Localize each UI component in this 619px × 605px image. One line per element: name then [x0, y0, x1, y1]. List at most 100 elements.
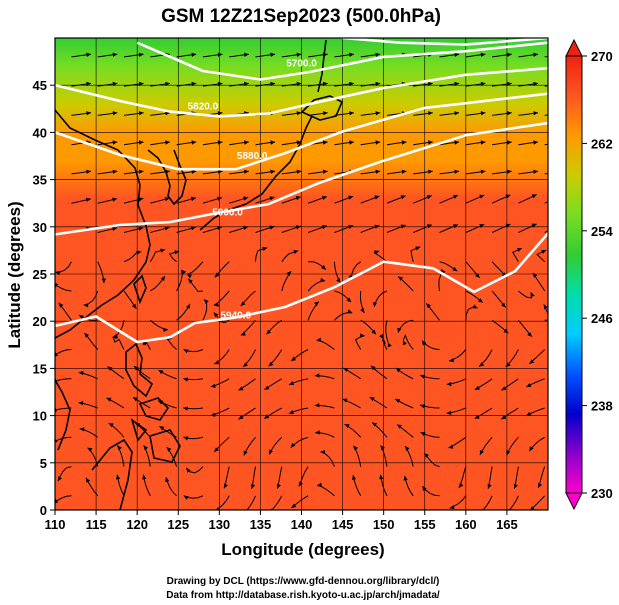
streamline-arrowhead: [397, 327, 402, 333]
streamline-arrowhead: [270, 169, 276, 174]
streamline-arrowhead: [138, 169, 144, 174]
streamline-arrowhead: [397, 424, 402, 429]
contour-label: 5820.0: [188, 102, 219, 113]
streamline-arrowhead: [86, 477, 91, 483]
streamline-arrowhead: [400, 195, 406, 200]
y-axis-label: Latitude (degrees): [5, 201, 24, 348]
streamline-arrowhead: [401, 169, 407, 174]
streamline-arrowhead: [160, 276, 165, 281]
streamline-arrowhead: [298, 481, 303, 487]
streamline: [271, 495, 283, 510]
streamline-arrowhead: [446, 381, 452, 387]
streamline-arrowhead: [138, 226, 144, 231]
streamline-arrowhead: [501, 386, 507, 391]
streamline-arrowhead: [86, 52, 91, 57]
streamline-arrowhead: [322, 111, 328, 116]
streamline: [381, 338, 388, 350]
streamline-arrowhead: [426, 195, 432, 200]
streamline-arrowhead: [379, 333, 384, 339]
streamline-arrowhead: [244, 52, 249, 57]
streamline-arrowhead: [112, 169, 118, 174]
streamline-arrowhead: [448, 444, 454, 449]
streamline-arrowhead: [322, 52, 328, 57]
streamline-arrowhead: [322, 225, 327, 230]
x-tick-label: 120: [126, 517, 148, 532]
streamline-arrowhead: [142, 474, 147, 480]
streamline-arrowhead: [320, 277, 326, 283]
streamline-arrowhead: [210, 383, 216, 388]
streamline-arrowhead: [107, 366, 113, 371]
streamline-arrowhead: [183, 377, 189, 382]
x-tick-label: 150: [373, 517, 395, 532]
streamline-arrowhead: [289, 409, 294, 414]
streamline-arrowhead: [452, 266, 458, 272]
streamline-arrowhead: [458, 482, 464, 488]
plot-area: 5700.0 5820.0 5880.0 5900.0 5940.0: [55, 38, 565, 510]
colorbar-tick-label: 230: [591, 486, 613, 501]
streamline-arrowhead: [348, 195, 354, 200]
contour-label: 5940.0: [220, 310, 251, 321]
streamline-arrowhead: [136, 250, 142, 255]
streamline-arrowhead: [224, 483, 228, 489]
streamline-arrowhead: [449, 358, 454, 363]
streamline-arrowhead: [428, 169, 433, 174]
streamline-arrowhead: [115, 474, 121, 480]
coastline-taiwan: [133, 274, 147, 305]
contour-label: 5700.0: [286, 58, 317, 69]
coastline-china: [55, 109, 151, 339]
streamline-arrowhead: [454, 52, 460, 57]
streamline-arrowhead: [453, 194, 458, 199]
streamline-arrowhead: [395, 368, 401, 373]
streamline-arrowhead: [79, 427, 85, 432]
streamline-arrowhead: [428, 140, 433, 145]
contour-label: 5900.0: [212, 207, 243, 218]
streamline-arrowhead: [342, 398, 348, 403]
coastline-luzon: [125, 342, 153, 398]
streamline-arrowhead: [560, 140, 565, 144]
streamline-arrowhead: [479, 362, 485, 367]
streamline: [246, 495, 256, 510]
streamline-arrowhead: [533, 140, 538, 145]
coastline-indochina: [55, 379, 71, 451]
streamline-arrowhead: [480, 140, 486, 145]
streamline-arrowhead: [474, 385, 480, 390]
y-tick-label: 20: [33, 314, 47, 329]
streamline-arrowhead: [295, 225, 301, 230]
streamline-arrowhead: [453, 224, 458, 229]
streamline-arrowhead: [507, 52, 512, 57]
streamline-arrowhead: [529, 359, 535, 364]
streamline-arrowhead: [480, 169, 486, 174]
streamline-arrowhead: [293, 249, 299, 254]
streamline-arrowhead: [159, 426, 165, 431]
coastline-hokkaido: [300, 95, 344, 121]
streamline-arrowhead: [314, 403, 320, 408]
height-contour-line: [55, 66, 548, 118]
streamline-arrowhead: [138, 140, 144, 145]
streamline-arrowhead: [295, 196, 301, 201]
streamline-arrowhead: [353, 445, 358, 451]
streamline-arrowhead: [506, 450, 511, 456]
height-contour-line: [55, 121, 548, 236]
colorbar-tick-label: 238: [591, 399, 613, 414]
streamline-arrowhead: [191, 52, 197, 57]
streamline-arrowhead: [296, 140, 302, 145]
streamline-arrowhead: [322, 195, 327, 200]
coastline-borneo: [91, 438, 133, 510]
streamline-arrowhead: [474, 414, 480, 419]
streamline-arrowhead: [530, 506, 535, 510]
streamline-arrowhead: [533, 111, 538, 116]
colorbar-tick-label: 254: [591, 224, 613, 239]
streamline-arrowhead: [517, 247, 522, 252]
streamline-arrowhead: [164, 197, 170, 202]
streamline: [186, 261, 204, 275]
streamline-arrowhead: [446, 410, 452, 416]
streamline-arrowhead: [132, 397, 138, 402]
x-tick-label: 130: [208, 517, 230, 532]
colorbar-tick-label: 246: [591, 311, 613, 326]
streamline-arrowhead: [346, 297, 352, 303]
streamline-arrowhead: [112, 111, 118, 116]
streamline-arrowhead: [186, 303, 190, 309]
streamline-arrowhead: [403, 475, 408, 481]
x-tick-label: 125: [167, 517, 189, 532]
streamline-arrowhead: [138, 197, 144, 202]
